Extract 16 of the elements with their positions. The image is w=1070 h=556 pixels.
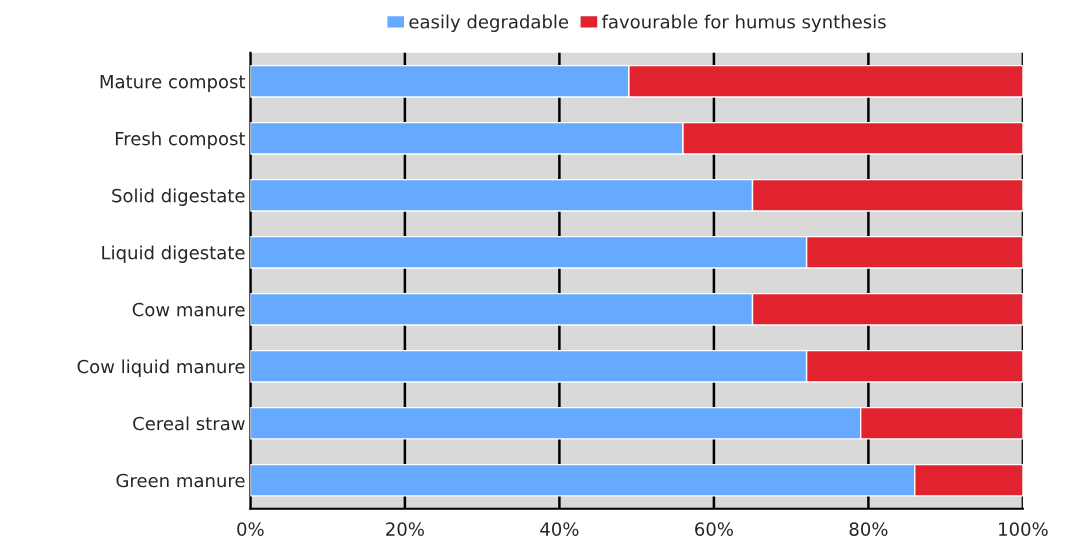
x-tick-label: 60% — [695, 522, 733, 536]
y-tick-label: Liquid digestate — [102, 245, 245, 263]
y-tick-label: Green manure — [116, 473, 245, 488]
y-tick-label: Cow manure — [132, 302, 245, 317]
x-tick-label: 20% — [386, 522, 424, 536]
x-tick-label: 40% — [540, 522, 579, 536]
y-tick-label: Fresh compost — [115, 131, 246, 149]
legend-label: easily degradable — [409, 14, 569, 33]
y-tick-label: Solid digestate — [112, 188, 245, 206]
y-tick-label: Cereal straw — [133, 416, 245, 431]
legend-label: favourable for humus synthesis — [601, 14, 886, 33]
x-tick-label: 0% — [237, 522, 264, 536]
y-tick-label: Cow liquid manure — [77, 359, 245, 377]
x-tick-label: 80% — [849, 522, 888, 536]
x-tick-label: 100% — [999, 522, 1048, 536]
y-tick-label: Mature compost — [100, 75, 246, 92]
